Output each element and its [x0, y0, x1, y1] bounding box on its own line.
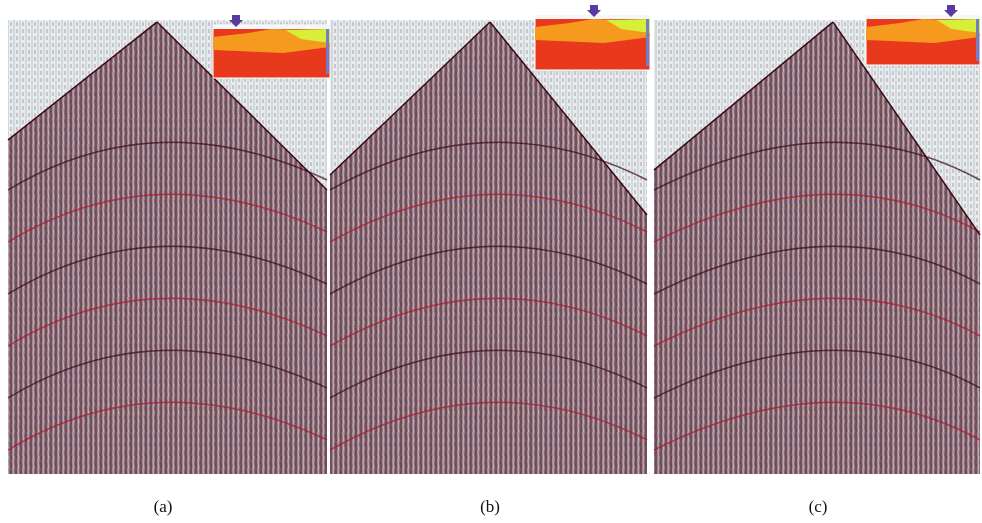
seismic-panel: (a)	[8, 15, 330, 516]
model-sky	[213, 25, 330, 29]
figure: (a) (b) (c)	[0, 0, 982, 523]
color-bar	[646, 19, 649, 66]
model-sky	[866, 15, 980, 19]
color-bar	[326, 29, 329, 74]
panel-label: (c)	[809, 497, 828, 516]
color-bar	[976, 19, 979, 61]
seismic-panel: (b)	[330, 5, 650, 516]
seismic-panel: (c)	[654, 5, 980, 516]
panel-label: (b)	[480, 497, 500, 516]
panels: (a) (b) (c)	[8, 5, 980, 516]
panel-label: (a)	[154, 497, 173, 516]
model-sky	[535, 15, 650, 19]
